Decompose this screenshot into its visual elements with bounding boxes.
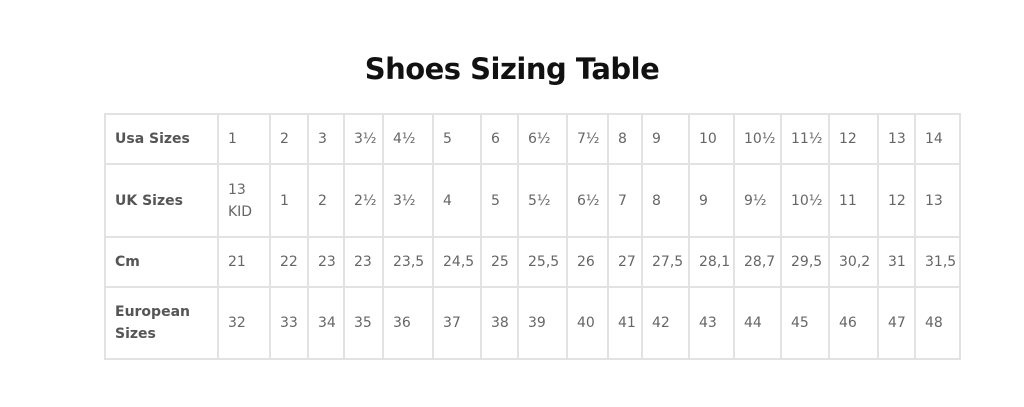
table-cell: 21 — [217, 236, 271, 288]
table-cell: 32 — [217, 286, 271, 360]
table-cell: 7 — [607, 163, 643, 238]
table-cell: 5 — [480, 163, 519, 238]
table-cell: 46 — [828, 286, 879, 360]
title: Shoes Sizing Table — [364, 52, 660, 86]
table-cell: 13 — [914, 163, 961, 238]
table-cell: 44 — [733, 286, 782, 360]
table-cell: 2 — [307, 163, 345, 238]
table-cell: 27,5 — [641, 236, 690, 288]
table-cell: 23,5 — [382, 236, 434, 288]
table-cell: 11½ — [780, 113, 830, 165]
table-cell: 47 — [877, 286, 916, 360]
table-cell: 24,5 — [432, 236, 482, 288]
table-cell: 4 — [432, 163, 482, 238]
table-cell: 4½ — [382, 113, 434, 165]
table-cell: 23 — [343, 236, 384, 288]
table-cell: 5 — [432, 113, 482, 165]
table-row: UK Sizes 13 KID 1 2 2½ 3½ 4 5 5½ 6½ 7 8 9 9½ 10½ 11 12 13 — [104, 163, 961, 238]
table-cell: 12 — [877, 163, 916, 238]
table-cell: 7½ — [566, 113, 609, 165]
table-cell: 9 — [641, 113, 690, 165]
table-cell: 37 — [432, 286, 482, 360]
table-cell: 36 — [382, 286, 434, 360]
table-cell: 3½ — [343, 113, 384, 165]
table-cell: 8 — [641, 163, 690, 238]
table-cell: 6½ — [517, 113, 568, 165]
table-cell: 1 — [269, 163, 309, 238]
table-cell: 40 — [566, 286, 609, 360]
table-cell: 29,5 — [780, 236, 830, 288]
table-cell: 31 — [877, 236, 916, 288]
table-cell: 9 — [688, 163, 735, 238]
table-cell: 10½ — [733, 113, 782, 165]
table-cell: 13 — [877, 113, 916, 165]
table-cell: 48 — [914, 286, 961, 360]
table-cell: 41 — [607, 286, 643, 360]
table-cell: 26 — [566, 236, 609, 288]
table-cell: 28,1 — [688, 236, 735, 288]
table-cell: 14 — [914, 113, 961, 165]
row-header: European Sizes — [104, 286, 219, 360]
table-cell: 9½ — [733, 163, 782, 238]
table-cell: 5½ — [517, 163, 568, 238]
table-cell: 13 KID — [217, 163, 271, 238]
table-row: Cm 21 22 23 23 23,5 24,5 25 25,5 26 27 27,5 28,1 28,7… — [104, 236, 961, 288]
size-table: Usa Sizes 1 2 3 3½ 4½ 5 6 6½ 7½ 8 9 10 10½ 11½ 12 13 14 UK… — [104, 113, 961, 360]
table-row: European Sizes 32 33 34 35 36 37 38 39 40 41 42 43 44… — [104, 286, 961, 360]
table-cell: 25 — [480, 236, 519, 288]
table-cell: 1 — [217, 113, 271, 165]
table-cell: 3½ — [382, 163, 434, 238]
table-cell: 12 — [828, 113, 879, 165]
table-cell: 2½ — [343, 163, 384, 238]
table-cell: 8 — [607, 113, 643, 165]
table-cell: 39 — [517, 286, 568, 360]
row-header: UK Sizes — [104, 163, 219, 238]
table-row: Usa Sizes 1 2 3 3½ 4½ 5 6 6½ 7½ 8 9 10 10½ 11½ 12 13 14 — [104, 113, 961, 165]
table-cell: 33 — [269, 286, 309, 360]
table-cell: 3 — [307, 113, 345, 165]
table-cell: 10½ — [780, 163, 830, 238]
table-cell: 10 — [688, 113, 735, 165]
table-cell: 43 — [688, 286, 735, 360]
table-cell: 25,5 — [517, 236, 568, 288]
table-cell: 22 — [269, 236, 309, 288]
table-cell: 34 — [307, 286, 345, 360]
table-cell: 6½ — [566, 163, 609, 238]
table-cell: 38 — [480, 286, 519, 360]
table-cell: 45 — [780, 286, 830, 360]
row-header: Usa Sizes — [104, 113, 219, 165]
row-header: Cm — [104, 236, 219, 288]
table-cell: 23 — [307, 236, 345, 288]
table-cell: 28,7 — [733, 236, 782, 288]
table-cell: 11 — [828, 163, 879, 238]
table-cell: 35 — [343, 286, 384, 360]
table-cell: 30,2 — [828, 236, 879, 288]
table-cell: 27 — [607, 236, 643, 288]
table-cell: 6 — [480, 113, 519, 165]
table-cell: 31,5 — [914, 236, 961, 288]
table-cell: 2 — [269, 113, 309, 165]
table-cell: 42 — [641, 286, 690, 360]
